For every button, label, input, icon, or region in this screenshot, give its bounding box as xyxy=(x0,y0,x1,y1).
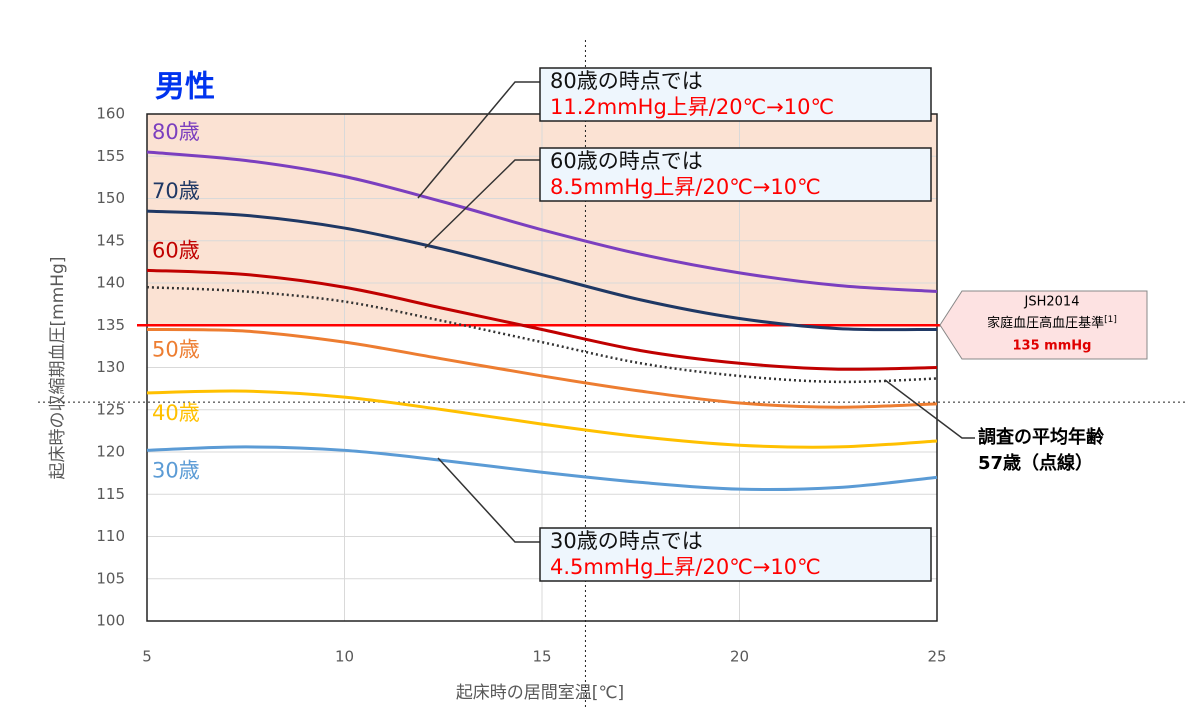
callout-text: 60歳の時点では xyxy=(550,149,703,173)
series-label: 40歳 xyxy=(152,401,200,425)
average-label: 57歳（点線） xyxy=(978,452,1093,474)
series-line xyxy=(146,268,938,371)
x-tick-label: 5 xyxy=(142,648,152,666)
series-line xyxy=(146,389,938,449)
leader-line xyxy=(417,81,540,199)
series-line xyxy=(146,327,938,409)
x-tick-label: 10 xyxy=(335,648,354,666)
series-label: 70歳 xyxy=(152,179,200,203)
y-tick-label: 155 xyxy=(96,147,125,165)
y-tick-label: 105 xyxy=(96,569,125,587)
series-line xyxy=(146,150,938,293)
y-tick-label: 115 xyxy=(96,485,125,503)
threshold-label: 135 mmHg xyxy=(1013,339,1092,354)
leader-line xyxy=(884,379,975,439)
callout-text: 30歳の時点では xyxy=(550,529,703,553)
threshold-label: 家庭血圧高血圧基準[1] xyxy=(987,315,1117,331)
series-label: 60歳 xyxy=(152,238,200,262)
threshold-label: JSH2014 xyxy=(1024,295,1080,310)
series-line xyxy=(146,209,938,332)
series-line xyxy=(146,445,938,492)
callout-box xyxy=(539,527,932,582)
x-axis-label: 起床時の居間室温[℃] xyxy=(456,683,624,703)
x-tick-label: 20 xyxy=(730,648,749,666)
y-tick-label: 125 xyxy=(96,400,125,418)
y-tick-label: 100 xyxy=(96,612,125,630)
leader-line xyxy=(437,457,540,543)
average-label: 調査の平均年齢 xyxy=(978,426,1105,448)
callout-text: 80歳の時点では xyxy=(550,69,703,93)
y-tick-label: 130 xyxy=(96,358,125,376)
series-label: 30歳 xyxy=(152,458,200,482)
y-tick-label: 120 xyxy=(96,443,125,461)
series-label: 50歳 xyxy=(152,337,200,361)
leader-line xyxy=(424,159,540,249)
footnote: [1] xyxy=(1104,315,1117,325)
y-tick-label: 150 xyxy=(96,189,125,207)
chart-title: 男性 xyxy=(155,70,215,105)
threshold-box xyxy=(939,290,1148,360)
x-tick-label: 25 xyxy=(927,648,946,666)
x-tick-label: 15 xyxy=(532,648,551,666)
callout-box xyxy=(539,147,932,202)
series-label: 80歳 xyxy=(152,120,200,144)
threshold-label-part: 家庭血圧高血圧基準 xyxy=(987,315,1104,331)
y-tick-label: 160 xyxy=(96,105,125,123)
y-tick-label: 140 xyxy=(96,274,125,292)
callout-text: 11.2mmHg上昇/20℃→10℃ xyxy=(550,95,834,119)
callout-text: 8.5mmHg上昇/20℃→10℃ xyxy=(550,175,821,199)
callout-text: 4.5mmHg上昇/20℃→10℃ xyxy=(550,555,821,579)
callout-box xyxy=(539,67,932,122)
y-tick-label: 110 xyxy=(96,527,125,545)
y-tick-label: 135 xyxy=(96,316,125,334)
y-tick-label: 145 xyxy=(96,231,125,249)
y-axis-label: 起床時の収縮期血圧[mmHg] xyxy=(48,257,68,480)
